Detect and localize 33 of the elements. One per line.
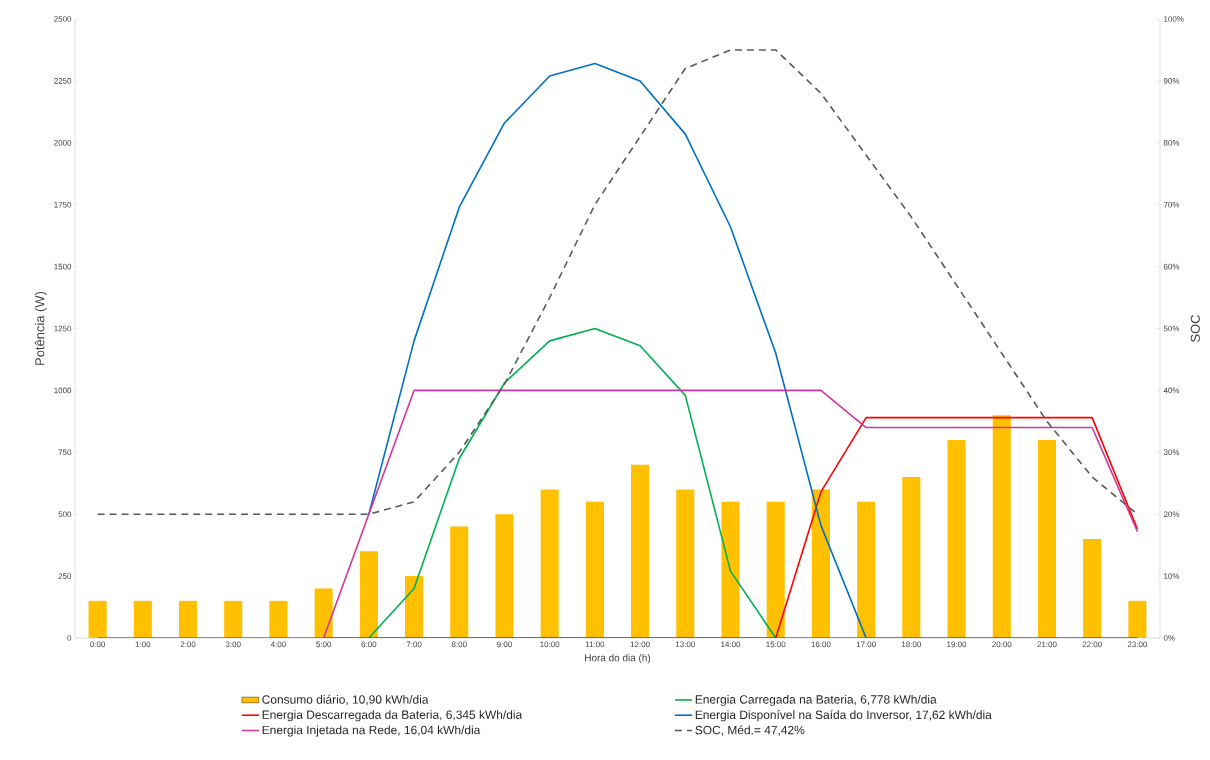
- legend-label: Energia Injetada na Rede, 16,04 kWh/dia: [262, 725, 481, 737]
- bar: [269, 600, 288, 638]
- bar: [495, 514, 514, 638]
- bar: [314, 588, 333, 638]
- bar: [902, 477, 921, 638]
- bar: [585, 501, 604, 638]
- bar: [766, 501, 785, 638]
- y2-axis-title: SOC: [1190, 314, 1200, 342]
- bar: [811, 489, 830, 638]
- bar: [405, 576, 424, 638]
- bar: [1037, 439, 1056, 638]
- bar: [88, 600, 107, 638]
- bar: [857, 501, 876, 638]
- legend-label: Energia Disponível na Saída do Inversor, 17,62 kWh/dia: [695, 710, 992, 722]
- bar: [992, 415, 1011, 638]
- bar: [178, 600, 198, 638]
- legend-label: Energia Descarregada da Bateria, 6,345 kWh/dia: [262, 710, 523, 722]
- legend-label: Consumo diário, 10,90 kWh/dia: [262, 694, 429, 706]
- bar: [1128, 600, 1147, 638]
- legend-label: SOC, Méd.= 47,42%: [695, 725, 805, 736]
- bar: [947, 439, 966, 638]
- bar: [540, 489, 559, 638]
- bar: [224, 600, 243, 638]
- bar: [1083, 538, 1102, 638]
- x-axis-title: Hora do dia (h): [585, 654, 651, 664]
- bar: [676, 489, 695, 638]
- bar: [450, 526, 469, 638]
- y-axis-title: Potência (W): [34, 291, 47, 365]
- bar: [359, 551, 378, 638]
- bar: [721, 501, 740, 638]
- bar: [133, 600, 152, 638]
- legend-label: Energia Carregada na Bateria, 6,778 kWh/dia: [695, 694, 937, 707]
- bar: [631, 464, 650, 638]
